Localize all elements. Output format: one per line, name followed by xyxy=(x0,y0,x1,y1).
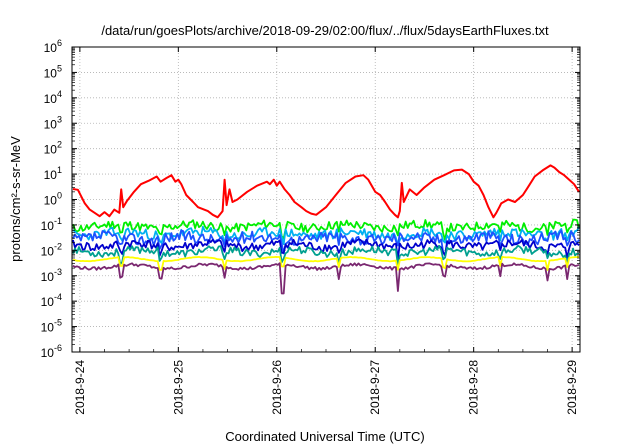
y-tick-label: 103 xyxy=(44,114,62,131)
y-tick-label: 101 xyxy=(44,165,62,182)
x-tick-label: 2018-9-29 xyxy=(565,360,579,415)
y-tick-label: 10-5 xyxy=(41,318,62,335)
series-line-1 xyxy=(72,164,580,219)
y-tick-label: 10-6 xyxy=(41,343,62,360)
y-tick-exponent: -3 xyxy=(54,267,62,277)
y-tick-label: 105 xyxy=(44,63,62,80)
series-line-5 xyxy=(72,238,580,260)
x-tick-label: 2018-9-25 xyxy=(171,360,185,415)
y-tick-label: 10-3 xyxy=(41,267,62,284)
x-axis-label: Coordinated Universal Time (UTC) xyxy=(225,429,424,444)
y-tick-exponent: 1 xyxy=(57,165,62,175)
plot-frame xyxy=(71,46,581,353)
grid-lines xyxy=(72,47,580,352)
y-tick-exponent: 3 xyxy=(57,114,62,124)
series-line-4 xyxy=(72,229,580,256)
y-tick-label: 106 xyxy=(44,38,62,55)
y-tick-exponent: 6 xyxy=(57,38,62,48)
data-series xyxy=(72,164,580,295)
y-tick-exponent: 5 xyxy=(57,63,62,73)
x-tick-label: 2018-9-26 xyxy=(270,360,284,415)
series-line-8 xyxy=(72,262,580,295)
x-tick-label: 2018-9-24 xyxy=(73,360,87,415)
y-tick-label: 10-4 xyxy=(41,292,62,309)
series-line-2 xyxy=(72,218,580,241)
y-tick-exponent: 2 xyxy=(57,140,62,150)
chart-title: /data/run/goesPlots/archive/2018-09-29/0… xyxy=(101,23,549,38)
y-tick-exponent: -2 xyxy=(54,241,62,251)
y-tick-label: 100 xyxy=(44,191,62,208)
y-tick-exponent: 4 xyxy=(57,89,62,99)
x-tick-label: 2018-9-28 xyxy=(467,360,481,415)
y-axis-label: protons/cm²-s-sr-MeV xyxy=(8,136,23,262)
y-tick-label: 10-1 xyxy=(41,216,62,233)
y-tick-exponent: -4 xyxy=(54,292,62,302)
y-tick-label: 104 xyxy=(44,89,62,106)
y-tick-label: 10-2 xyxy=(41,241,62,258)
y-tick-label: 102 xyxy=(44,140,62,157)
y-tick-exponent: 0 xyxy=(57,191,62,201)
x-tick-label: 2018-9-27 xyxy=(368,360,382,415)
y-tick-exponent: -6 xyxy=(54,343,62,353)
series-line-7 xyxy=(72,255,579,271)
y-tick-exponent: -5 xyxy=(54,318,62,328)
x-axis-ticks: 2018-9-24 2018-9-25 2018-9-26 2018-9-27 2018… xyxy=(73,47,579,415)
y-tick-exponent: -1 xyxy=(54,216,62,226)
series-line-6 xyxy=(72,244,580,267)
